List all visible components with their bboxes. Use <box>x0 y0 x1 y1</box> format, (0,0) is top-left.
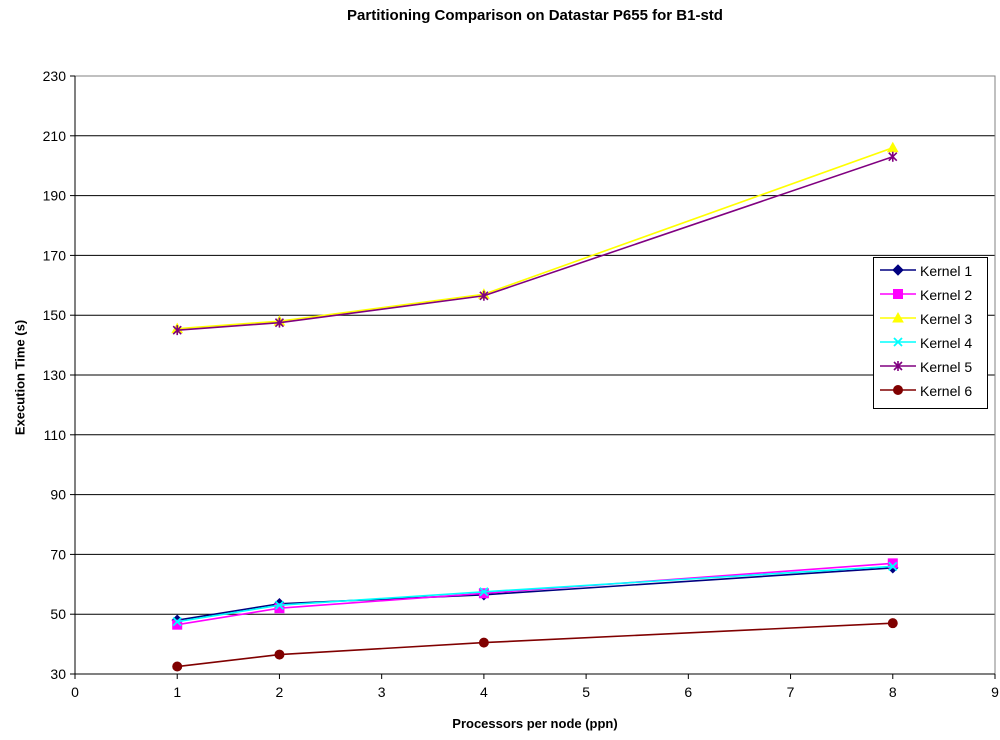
legend-marker <box>893 337 903 347</box>
y-tick-label: 210 <box>43 128 67 144</box>
data-point-kernel-3 <box>886 141 899 153</box>
series-line-kernel-5 <box>177 155 894 331</box>
legend-label-kernel-5: Kernel 5 <box>920 359 973 375</box>
series-line-kernel-1 <box>177 567 893 621</box>
chart-title: Partitioning Comparison on Datastar P655… <box>347 7 723 24</box>
series-kernel-5 <box>172 151 898 336</box>
data-point-kernel-5 <box>479 290 489 301</box>
data-point-kernel-6 <box>478 637 489 648</box>
data-point-kernel-5 <box>274 317 285 328</box>
legend-label-kernel-3: Kernel 3 <box>920 311 973 327</box>
legend-marker <box>893 385 903 395</box>
x-tick-label: 3 <box>378 684 386 700</box>
legend-item-kernel-2: Kernel 2 <box>874 282 987 306</box>
legend-item-kernel-1: Kernel 1 <box>874 258 987 282</box>
legend-swatch-kernel-3 <box>880 311 916 323</box>
data-point-kernel-4 <box>888 561 898 571</box>
legend-swatch-kernel-2 <box>880 289 916 299</box>
y-tick-label: 230 <box>43 68 67 84</box>
y-tick-label: 150 <box>43 307 67 323</box>
legend-label-kernel-4: Kernel 4 <box>920 335 973 351</box>
y-tick-label: 130 <box>43 367 67 383</box>
legend-item-kernel-6: Kernel 6 <box>874 378 987 402</box>
y-tick-label: 90 <box>50 487 66 503</box>
x-tick-label: 2 <box>276 684 284 700</box>
data-point-kernel-2 <box>478 588 489 599</box>
x-tick-label: 9 <box>991 684 999 700</box>
series-line-kernel-6 <box>177 622 893 668</box>
y-axis-label: Execution Time (s) <box>12 319 28 436</box>
data-point-kernel-2 <box>274 603 285 614</box>
data-point-kernel-4 <box>274 600 285 610</box>
legend-label-kernel-6: Kernel 6 <box>920 383 973 399</box>
data-point-kernel-4 <box>479 587 489 597</box>
data-point-kernel-6 <box>887 618 898 629</box>
legend-label-kernel-1: Kernel 1 <box>920 263 973 279</box>
y-tick-label: 30 <box>50 666 66 682</box>
legend-label-kernel-2: Kernel 2 <box>920 287 973 303</box>
x-tick-label: 7 <box>787 684 795 700</box>
legend-swatch-kernel-6 <box>880 385 916 395</box>
legend-marker <box>892 311 904 323</box>
y-tick-label: 70 <box>50 546 66 562</box>
series-line-kernel-3 <box>177 147 894 330</box>
data-point-kernel-6 <box>274 649 285 660</box>
data-point-kernel-2 <box>172 619 183 630</box>
legend-swatch-kernel-5 <box>880 361 916 371</box>
legend: Kernel 1 Kernel 2 Kernel 3 Kernel 4 Kern… <box>873 257 988 409</box>
x-tick-label: 5 <box>582 684 590 700</box>
legend-item-kernel-5: Kernel 5 <box>874 354 987 378</box>
legend-item-kernel-4: Kernel 4 <box>874 330 987 354</box>
series-kernel-6 <box>172 618 898 672</box>
x-tick-label: 0 <box>71 684 79 700</box>
x-tick-label: 1 <box>173 684 181 700</box>
series-kernel-3 <box>171 141 899 334</box>
y-tick-label: 110 <box>44 427 67 443</box>
series-line-kernel-4 <box>177 565 893 623</box>
data-point-kernel-4 <box>172 617 182 627</box>
legend-item-kernel-3: Kernel 3 <box>874 306 987 330</box>
legend-swatch-kernel-1 <box>880 264 916 276</box>
legend-marker <box>893 361 903 371</box>
y-tick-label: 170 <box>43 247 67 263</box>
legend-swatch-kernel-4 <box>880 337 916 347</box>
legend-marker <box>892 264 904 276</box>
series-kernel-4 <box>172 561 898 627</box>
x-axis-label: Processors per node (ppn) <box>452 716 618 731</box>
x-tick-label: 4 <box>480 684 488 700</box>
data-point-kernel-5 <box>888 151 898 162</box>
y-tick-label: 50 <box>50 606 66 622</box>
x-tick-label: 8 <box>889 684 897 700</box>
y-tick-label: 190 <box>43 188 67 204</box>
data-point-kernel-2 <box>887 558 898 569</box>
legend-marker <box>893 289 903 299</box>
x-tick-label: 6 <box>684 684 692 700</box>
data-point-kernel-6 <box>172 661 183 672</box>
data-point-kernel-5 <box>172 325 182 336</box>
series-kernel-2 <box>172 558 898 630</box>
